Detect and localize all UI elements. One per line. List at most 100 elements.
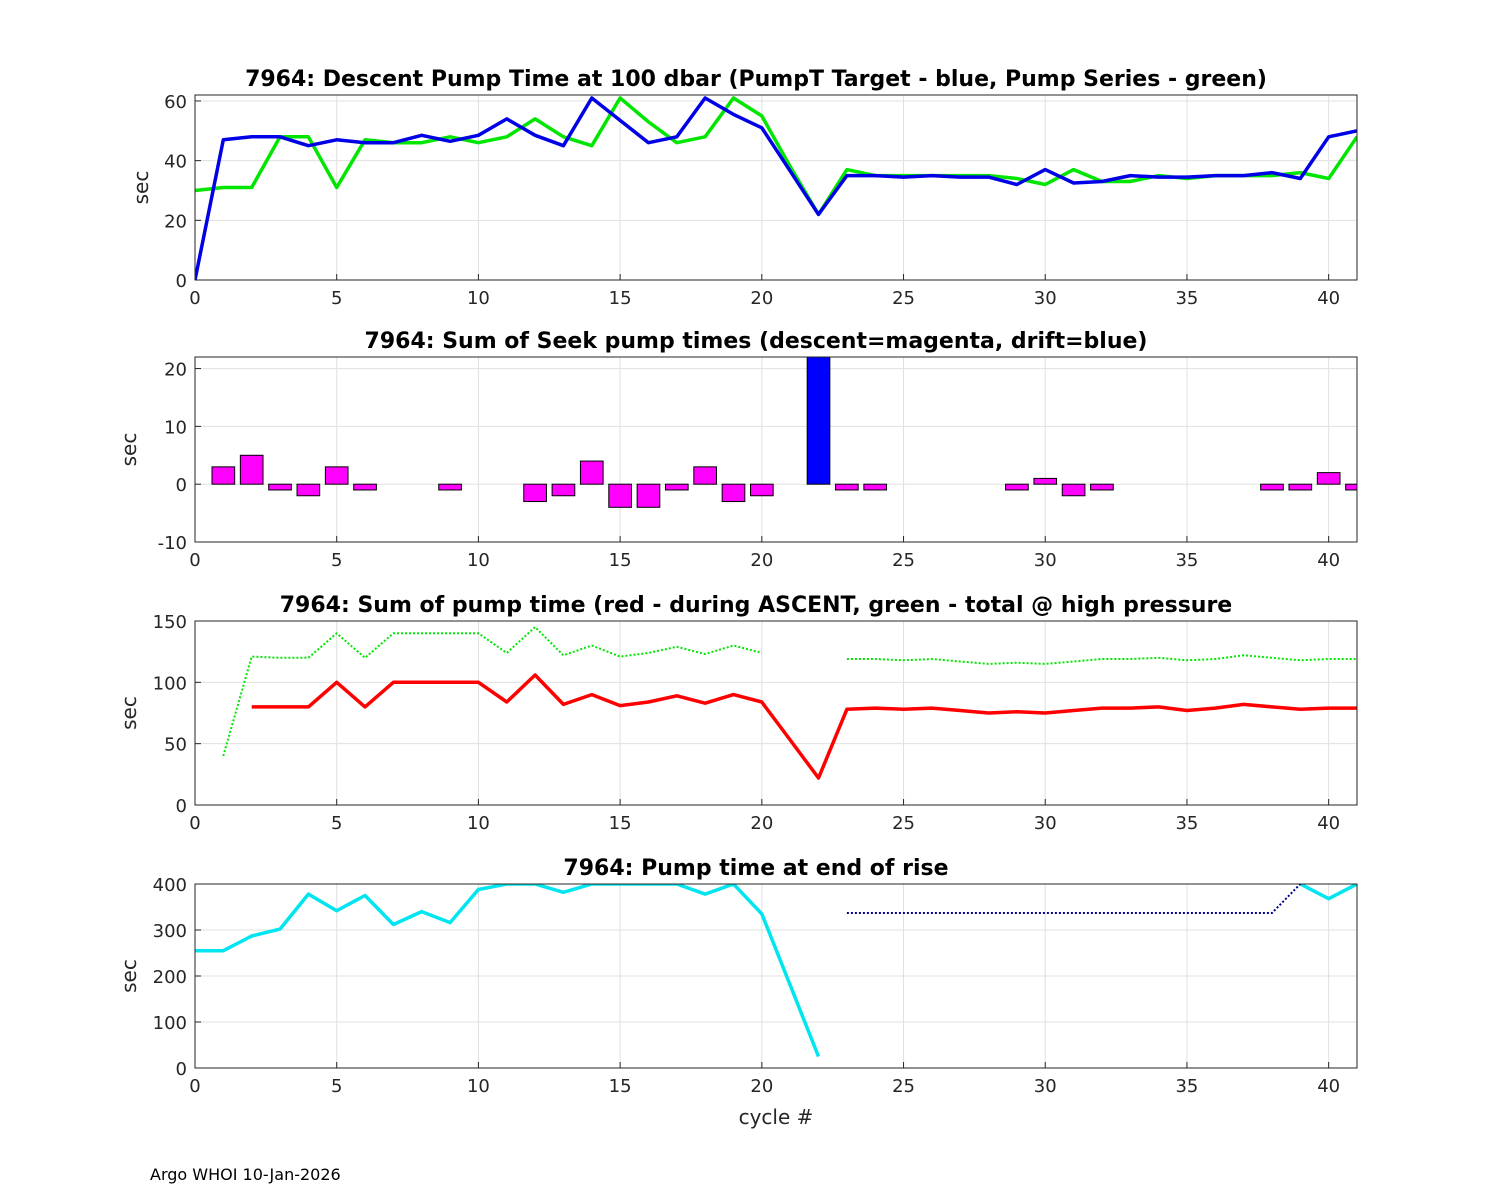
chart-title: 7964: Sum of pump time (red - during ASC…: [280, 593, 1232, 618]
series-line-pump-series: [195, 96, 1357, 217]
y-tick-label: 0: [176, 475, 187, 496]
x-tick-label: 40: [1317, 288, 1340, 309]
bar-descent: [1316, 472, 1341, 485]
chart-title: 7964: Sum of Seek pump times (descent=ma…: [365, 329, 1148, 354]
plot-area: [195, 884, 1357, 1058]
x-tick-label: 25: [892, 1076, 915, 1097]
bar-descent: [211, 466, 236, 485]
bar-descent: [1005, 483, 1029, 491]
bar-descent: [551, 483, 576, 497]
y-tick-label: 100: [153, 673, 187, 694]
y-tick-label: 10: [164, 417, 187, 438]
bar-descent: [1288, 483, 1313, 491]
x-tick-label: 5: [331, 1076, 342, 1097]
footer-text: Argo WHOI 10-Jan-2026: [150, 1165, 341, 1184]
y-axis-label: sec: [129, 171, 153, 205]
series-line-end-of-rise: [195, 884, 1357, 1058]
x-tick-label: 10: [467, 550, 490, 571]
y-tick-label: -10: [158, 533, 187, 554]
axes-box: [194, 620, 1358, 806]
chart-1: 0 5 10 15 20 25 30 35 40 0 20 40 60 7964: Descent Pum…: [129, 67, 1358, 309]
x-tick-label: 30: [1034, 288, 1057, 309]
bar-descent: [523, 483, 547, 503]
x-tick-label: 5: [331, 550, 342, 571]
chart-title: 7964: Pump time at end of rise: [563, 856, 948, 881]
bar-drift: [806, 357, 831, 485]
bar-descent: [664, 483, 689, 491]
y-tick-label: 200: [153, 967, 187, 988]
x-tick-label: 10: [467, 288, 490, 309]
x-tick-label: 35: [1175, 550, 1198, 571]
x-tick-label: 35: [1175, 1076, 1198, 1097]
plot-area: [211, 357, 1357, 508]
x-tick-label: 35: [1175, 813, 1198, 834]
bar-descent: [1061, 483, 1086, 497]
x-tick-label: 40: [1317, 1076, 1340, 1097]
bar-descent: [693, 466, 717, 485]
y-tick-label: 100: [153, 1013, 187, 1034]
series-line-pumpt-target: [195, 96, 1357, 280]
chart-3: 0 5 10 15 20 25 30 35 40 0 50 100 150 7964: Sum of pu…: [117, 593, 1358, 834]
x-tick-label: 25: [892, 288, 915, 309]
bar-descent: [579, 460, 604, 485]
bar-descent: [268, 483, 292, 491]
bar-descent: [1090, 483, 1114, 491]
bar-descent: [749, 483, 774, 497]
y-axis-label: sec: [117, 433, 141, 467]
x-tick-label: 0: [189, 550, 200, 571]
y-tick-label: 300: [153, 921, 187, 942]
y-tick-label: 50: [164, 735, 187, 756]
x-tick-label: 20: [750, 550, 773, 571]
bar-descent: [835, 483, 859, 491]
x-tick-label: 40: [1317, 813, 1340, 834]
bar-descent: [1345, 483, 1357, 491]
y-tick-label: 40: [164, 152, 187, 173]
x-tick-label: 15: [609, 1076, 632, 1097]
bar-descent: [863, 483, 888, 491]
y-tick-label: 400: [153, 875, 187, 896]
bar-descent: [296, 483, 321, 497]
x-tick-label: 15: [609, 288, 632, 309]
bar-descent: [324, 466, 349, 485]
y-axis-label: sec: [117, 959, 141, 993]
series-line-total-high-pressure: [222, 626, 1357, 757]
x-tick-label: 15: [609, 550, 632, 571]
bar-descent: [1033, 477, 1058, 485]
bar-descent: [608, 483, 632, 508]
x-tick-label: 0: [189, 1076, 200, 1097]
x-tick-label: 10: [467, 813, 490, 834]
bar-descent: [239, 454, 264, 485]
bar-descent: [636, 483, 661, 508]
x-tick-label: 35: [1175, 288, 1198, 309]
y-axis-label: sec: [117, 696, 141, 730]
x-tick-label: 5: [331, 813, 342, 834]
bar-descent: [353, 483, 377, 491]
y-tick-label: 60: [164, 92, 187, 113]
y-tick-label: 0: [176, 1059, 187, 1080]
y-tick-label: 20: [164, 360, 187, 381]
x-tick-label: 15: [609, 813, 632, 834]
x-tick-label: 25: [892, 550, 915, 571]
bar-descent: [438, 483, 462, 491]
x-tick-label: 20: [750, 288, 773, 309]
y-tick-label: 0: [176, 271, 187, 292]
bar-descent: [721, 483, 746, 503]
x-tick-label: 25: [892, 813, 915, 834]
y-tick-label: 0: [176, 796, 187, 817]
x-tick-label: 0: [189, 288, 200, 309]
bar-descent: [1260, 483, 1284, 491]
series-line-target: [846, 884, 1302, 914]
x-axis-label: cycle #: [739, 1105, 814, 1129]
x-tick-label: 20: [750, 813, 773, 834]
x-tick-label: 20: [750, 1076, 773, 1097]
chart-title: 7964: Descent Pump Time at 100 dbar (Pum…: [245, 67, 1267, 92]
x-tick-label: 30: [1034, 813, 1057, 834]
x-tick-label: 5: [331, 288, 342, 309]
x-tick-label: 30: [1034, 1076, 1057, 1097]
axes-box: [194, 356, 1358, 543]
x-tick-label: 40: [1317, 550, 1340, 571]
x-tick-label: 30: [1034, 550, 1057, 571]
